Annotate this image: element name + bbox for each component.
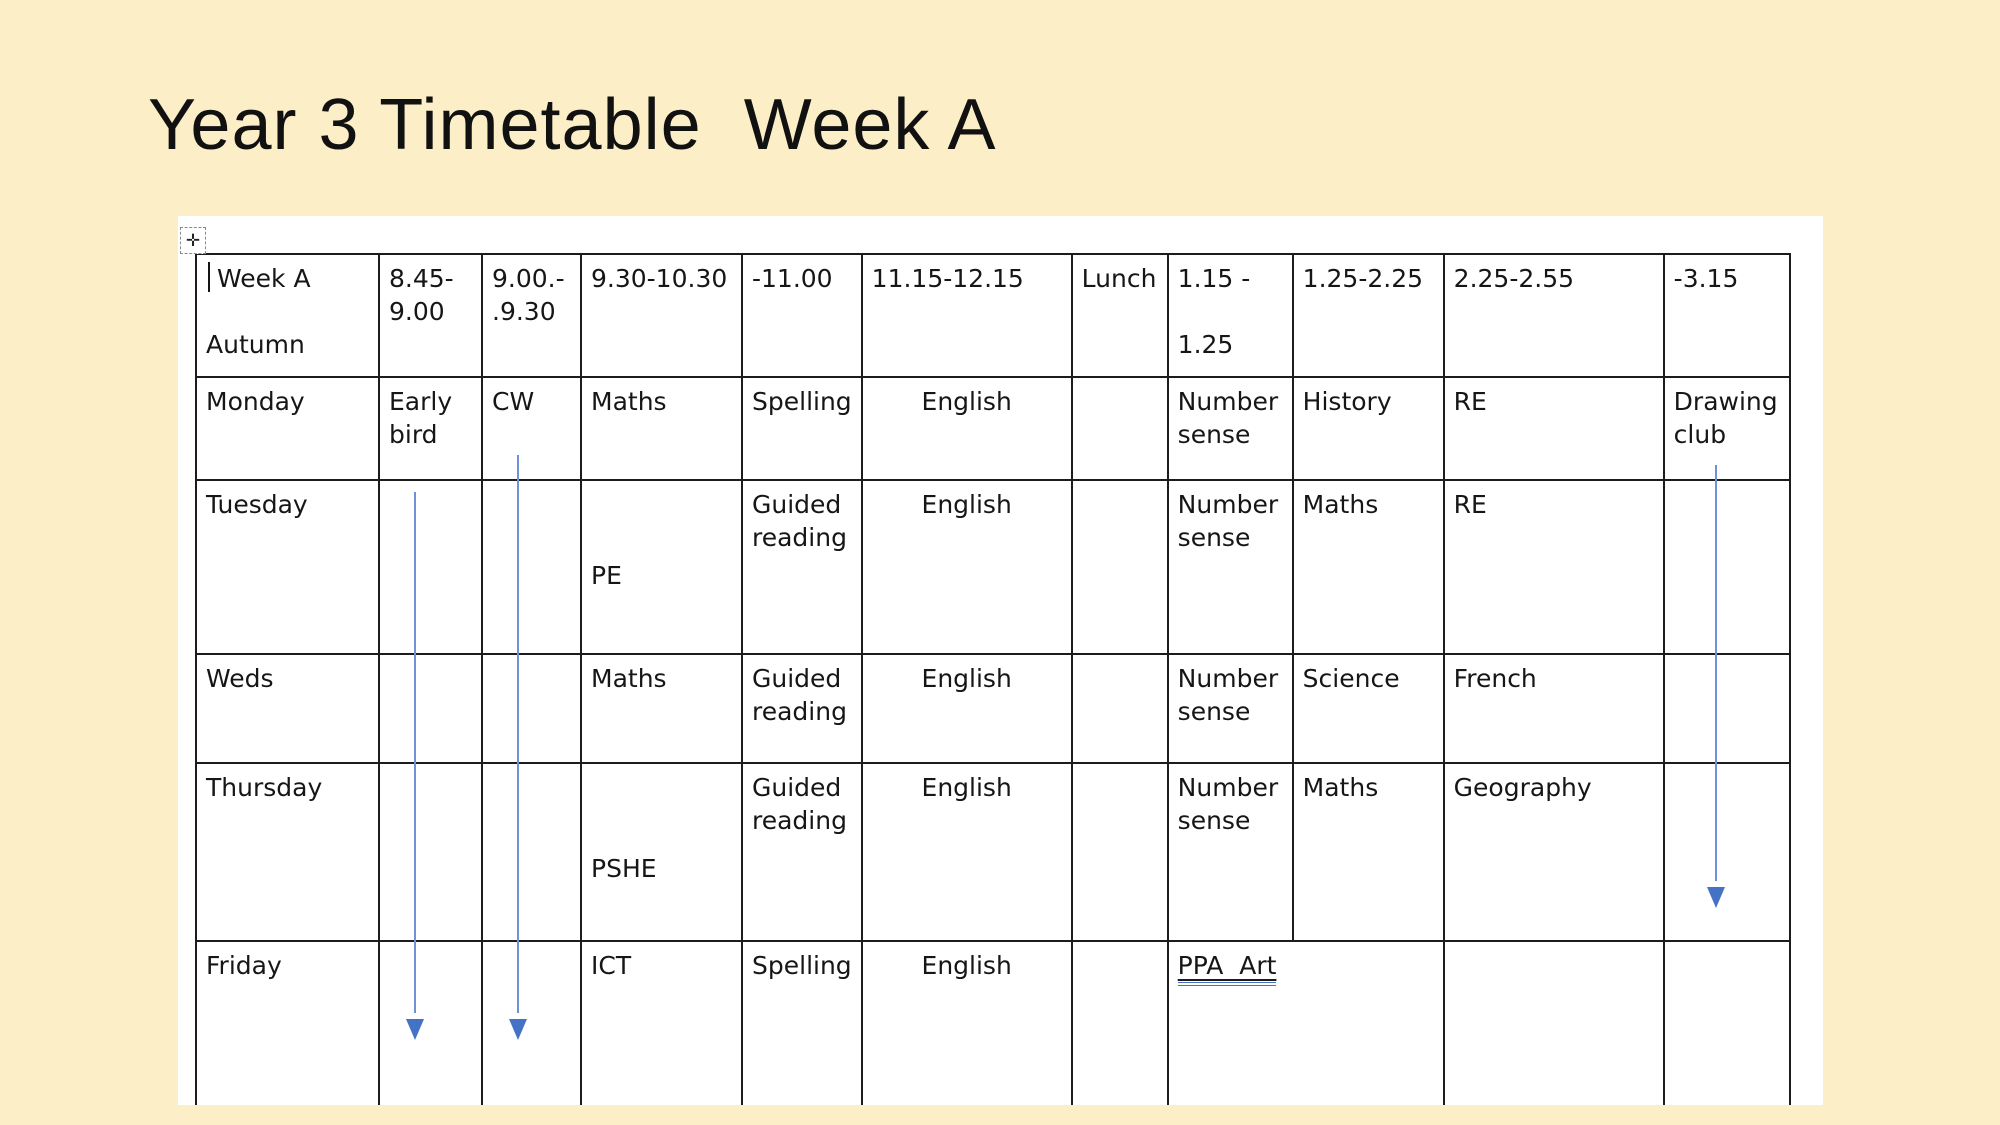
page-title[interactable]: Year 3 Timetable Week A	[148, 85, 997, 165]
header-cell[interactable]: 2.25-2.55	[1442, 253, 1665, 378]
subject-cell[interactable]	[1070, 479, 1169, 655]
subject-cell[interactable]	[1662, 653, 1791, 764]
early-bird-duration-arrow	[406, 492, 424, 1040]
subject-cell[interactable]: English	[860, 653, 1073, 764]
subject-cell[interactable]: Geography	[1442, 762, 1665, 942]
header-cell[interactable]: 8.45- 9.00	[378, 253, 483, 378]
timetable: Week A Autumn 8.45- 9.00 9.00.- .9.30 9.30-…	[195, 253, 1791, 1105]
subject-cell[interactable]	[378, 479, 483, 655]
table-row: Friday ICT Spelling English PPA Art	[195, 940, 1791, 1105]
subject-cell[interactable]	[378, 940, 483, 1105]
subject-cell[interactable]: Maths	[580, 376, 743, 481]
header-cell[interactable]: 1.15 - 1.25	[1166, 253, 1294, 378]
subject-cell[interactable]	[1442, 940, 1665, 1105]
subject-cell[interactable]	[481, 479, 582, 655]
cw-duration-arrow	[509, 455, 527, 1040]
subject-cell[interactable]: PPA Art	[1166, 940, 1445, 1105]
subject-cell[interactable]: Maths	[580, 653, 743, 764]
table-row: Weds Maths Guided reading English Number sen…	[195, 653, 1791, 764]
subject-cell[interactable]	[1662, 940, 1791, 1105]
subject-cell[interactable]	[378, 762, 483, 942]
subject-cell[interactable]: ICT	[580, 940, 743, 1105]
subject-cell[interactable]: CW	[481, 376, 582, 481]
timetable-body: Week A Autumn 8.45- 9.00 9.00.- .9.30 9.30-…	[195, 253, 1791, 1105]
subject-cell[interactable]	[1070, 940, 1169, 1105]
drawing-club-duration-arrow	[1707, 465, 1725, 908]
day-cell[interactable]: Weds	[195, 653, 380, 764]
subject-cell[interactable]	[481, 653, 582, 764]
subject-cell[interactable]: RE	[1442, 376, 1665, 481]
header-cell[interactable]: Lunch	[1070, 253, 1169, 378]
header-cell[interactable]: 9.00.- .9.30	[481, 253, 582, 378]
header-cell[interactable]: -3.15	[1662, 253, 1791, 378]
day-cell[interactable]: Tuesday	[195, 479, 380, 655]
subject-cell[interactable]	[1662, 762, 1791, 942]
subject-cell[interactable]: Number sense	[1166, 762, 1294, 942]
subject-cell[interactable]	[481, 762, 582, 942]
document-page: Week A Autumn 8.45- 9.00 9.00.- .9.30 9.30-…	[178, 216, 1823, 1105]
subject-cell[interactable]: English	[860, 376, 1073, 481]
arrow-head-icon	[509, 1019, 527, 1040]
text-caret	[208, 262, 210, 292]
arrow-head-icon	[1707, 887, 1725, 908]
subject-cell[interactable]	[1070, 762, 1169, 942]
header-cell[interactable]: 1.25-2.25	[1291, 253, 1445, 378]
subject-cell[interactable]: PSHE	[580, 762, 743, 942]
header-cell[interactable]: -11.00	[741, 253, 863, 378]
subject-cell[interactable]: Drawing club	[1662, 376, 1791, 481]
arrow-shaft	[517, 455, 519, 1013]
ppa-art-underlined-text: PPA Art	[1177, 951, 1277, 986]
subject-cell[interactable]: English	[860, 479, 1073, 655]
subject-cell[interactable]: PE	[580, 479, 743, 655]
subject-cell[interactable]	[1070, 653, 1169, 764]
subject-cell[interactable]: RE	[1442, 479, 1665, 655]
subject-cell[interactable]: Number sense	[1166, 479, 1294, 655]
subject-cell[interactable]	[1070, 376, 1169, 481]
table-row: Tuesday PE Guided reading English Number sen…	[195, 479, 1791, 655]
subject-cell[interactable]: Guided reading	[741, 479, 863, 655]
subject-cell[interactable]: Early bird	[378, 376, 483, 481]
arrow-shaft	[1715, 465, 1717, 881]
subject-cell[interactable]: Guided reading	[741, 762, 863, 942]
subject-cell[interactable]	[1662, 479, 1791, 655]
subject-cell[interactable]: French	[1442, 653, 1665, 764]
subject-cell[interactable]: Spelling	[741, 376, 863, 481]
subject-cell[interactable]: Spelling	[741, 940, 863, 1105]
header-cell[interactable]: 9.30-10.30	[580, 253, 743, 378]
table-row: Monday Early bird CW Maths Spelling English Nu…	[195, 376, 1791, 481]
header-row: Week A Autumn 8.45- 9.00 9.00.- .9.30 9.30-…	[195, 253, 1791, 378]
day-cell[interactable]: Friday	[195, 940, 380, 1105]
subject-cell[interactable]: Guided reading	[741, 653, 863, 764]
subject-cell[interactable]: English	[860, 940, 1073, 1105]
table-row: Thursday PSHE Guided reading English Number …	[195, 762, 1791, 942]
subject-cell[interactable]: Maths	[1291, 479, 1445, 655]
header-cell[interactable]: Week A Autumn	[195, 253, 380, 378]
subject-cell[interactable]	[378, 653, 483, 764]
subject-cell[interactable]	[481, 940, 582, 1105]
subject-cell[interactable]: Maths	[1291, 762, 1445, 942]
subject-cell[interactable]: Number sense	[1166, 376, 1294, 481]
subject-cell[interactable]: English	[860, 762, 1073, 942]
subject-cell[interactable]: Number sense	[1166, 653, 1294, 764]
day-cell[interactable]: Thursday	[195, 762, 380, 942]
subject-cell[interactable]: History	[1291, 376, 1445, 481]
header-cell[interactable]: 11.15-12.15	[860, 253, 1073, 378]
day-cell[interactable]: Monday	[195, 376, 380, 481]
arrow-shaft	[414, 492, 416, 1013]
subject-cell[interactable]: Science	[1291, 653, 1445, 764]
arrow-head-icon	[406, 1019, 424, 1040]
table-move-handle-icon[interactable]: ✛	[180, 227, 206, 254]
